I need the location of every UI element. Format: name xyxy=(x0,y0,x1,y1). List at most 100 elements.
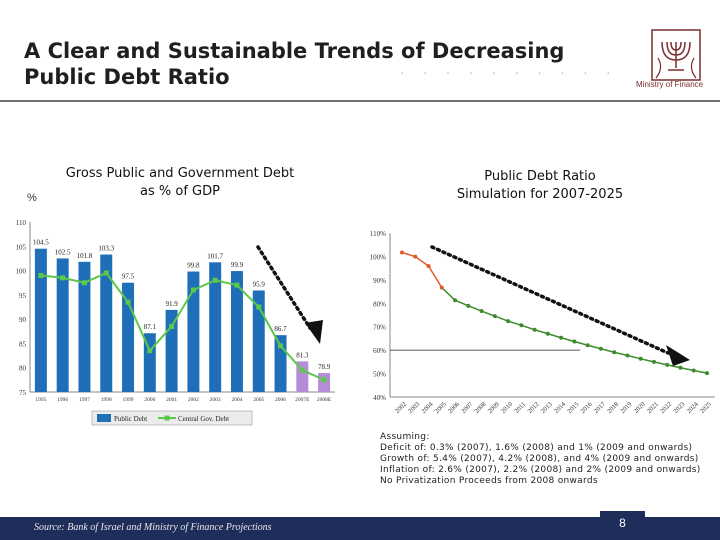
central-debt-point xyxy=(212,277,218,283)
bar-value-label: 87.1 xyxy=(144,323,157,331)
bar-value-label: 97.5 xyxy=(122,273,135,281)
bar xyxy=(100,254,113,392)
bar-value-label: 78.9 xyxy=(318,363,331,371)
x-tick-label: 1996 xyxy=(57,397,68,403)
left-chart-title: Gross Public and Government Debt as % of… xyxy=(30,165,330,201)
trend-arrow-head xyxy=(666,345,690,366)
y-tick-label: 110 xyxy=(16,219,27,227)
bar xyxy=(187,271,200,392)
right-chart-title: Public Debt Ratio Simulation for 2007-20… xyxy=(420,168,660,204)
y-tick-label: 80% xyxy=(373,300,386,308)
x-tick-label: 2003 xyxy=(407,401,421,415)
central-debt-point xyxy=(125,299,131,305)
x-tick-label: 1997 xyxy=(79,397,90,403)
x-tick-label: 2012 xyxy=(526,401,540,415)
legend-central-marker xyxy=(164,415,170,421)
x-tick-label: 2009 xyxy=(487,401,501,415)
bar xyxy=(122,282,135,392)
bar-value-label: 95.9 xyxy=(253,280,266,288)
simulation-point xyxy=(598,346,603,351)
x-tick-label: 2005 xyxy=(434,401,448,415)
x-tick-label: 2025 xyxy=(699,401,713,415)
simulation-point xyxy=(612,350,617,355)
x-tick-label: 2014 xyxy=(553,400,568,415)
bar xyxy=(34,248,47,392)
title-line-2: Public Debt Ratio xyxy=(24,65,230,89)
slide-title: A Clear and Sustainable Trends of Decrea… xyxy=(24,38,624,90)
x-tick-label: 2017 xyxy=(593,400,608,415)
simulation-point xyxy=(466,303,471,308)
y-tick-label: 110% xyxy=(370,230,386,238)
simulation-point xyxy=(413,254,418,259)
assumptions-heading: Assuming: xyxy=(380,432,430,442)
bar-value-label: 91.9 xyxy=(165,300,178,308)
x-tick-label: 2015 xyxy=(566,401,580,415)
simulation-point xyxy=(453,298,458,303)
bar-value-label: 99.9 xyxy=(231,261,244,269)
x-tick-label: 2022 xyxy=(659,401,673,415)
bar-value-label: 102.5 xyxy=(55,248,71,256)
footer-bar xyxy=(0,517,720,540)
simulation-point xyxy=(492,314,497,319)
x-tick-label: 2008E xyxy=(317,397,332,403)
simulation-line-projected xyxy=(441,287,708,374)
legend-central-label: Central Gov. Debt xyxy=(178,415,229,423)
bar xyxy=(296,361,309,392)
trend-arrow-head xyxy=(305,320,323,344)
y-tick-label: 60% xyxy=(373,347,386,355)
assumptions-block: Assuming: Deficit of: 0.3% (2007), 1.6% … xyxy=(380,432,701,487)
x-tick-label: 1999 xyxy=(123,397,134,403)
x-tick-label: 2000 xyxy=(144,397,155,403)
y-tick-label: 75 xyxy=(19,389,27,397)
assumption-line: Inflation of: 2.6% (2007), 2.2% (2008) a… xyxy=(380,465,701,475)
x-tick-label: 2019 xyxy=(619,401,633,415)
simulation-point xyxy=(585,343,590,348)
trend-arrow-line xyxy=(256,245,312,330)
right-chart-title-line-2: Simulation for 2007-2025 xyxy=(456,187,624,202)
simulation-point xyxy=(479,309,484,314)
y-tick-label: 70% xyxy=(373,324,386,332)
y-tick-label: 85 xyxy=(19,340,27,348)
central-debt-line xyxy=(40,271,325,381)
central-debt-point xyxy=(81,280,87,286)
x-tick-label: 2016 xyxy=(580,400,595,415)
x-tick-label: 2007E xyxy=(295,397,310,403)
assumption-line: Growth of: 5.4% (2007), 4.2% (2008), and… xyxy=(380,454,699,464)
legend-public-debt-label: Public Debt xyxy=(114,415,147,423)
x-tick-label: 2013 xyxy=(540,401,554,415)
title-line-1: A Clear and Sustainable Trends of Decrea… xyxy=(24,39,565,63)
debt-bar-chart: 110 105 100 95 90 85 80 75 104.5 1995 102.5 1996 101… xyxy=(16,219,335,426)
trend-arrow-line xyxy=(430,245,670,355)
bar xyxy=(318,373,331,392)
decorative-dots: · · · · · · · · · · xyxy=(400,66,618,82)
debt-simulation-line-chart: 110%100%90%80%70%60%50%40%2002 2003 2004 20… xyxy=(370,230,715,415)
bar xyxy=(252,290,265,392)
simulation-point xyxy=(439,285,444,290)
menorah-emblem-icon xyxy=(651,29,701,81)
assumption-line: Deficit of: 0.3% (2007), 1.6% (2008) and… xyxy=(380,443,693,453)
central-debt-point xyxy=(38,272,44,278)
assumption-line: No Privatization Proceeds from 2008 onwa… xyxy=(380,476,598,486)
bar-value-label: 86.7 xyxy=(274,325,287,333)
bar-value-label: 81.3 xyxy=(296,351,309,359)
x-tick-label: 1995 xyxy=(35,397,46,403)
x-tick-label: 2024 xyxy=(686,400,701,415)
y-tick-label: 80 xyxy=(19,365,27,373)
simulation-point xyxy=(572,339,577,344)
simulation-point xyxy=(705,371,709,376)
x-tick-label: 2004 xyxy=(231,397,242,403)
left-chart-title-line-2: as % of GDP xyxy=(140,184,220,199)
x-tick-label: 2008 xyxy=(473,401,487,415)
y-tick-label: 105 xyxy=(16,243,27,251)
y-tick-label: 100 xyxy=(16,268,27,276)
bar-value-label: 103.3 xyxy=(98,245,114,253)
header-divider xyxy=(0,100,720,102)
legend-public-debt-swatch xyxy=(97,414,111,422)
bar-value-label: 104.5 xyxy=(33,239,49,247)
page-number: 8 xyxy=(600,511,645,536)
simulation-point xyxy=(545,331,550,336)
x-tick-label: 2006 xyxy=(447,400,462,415)
bar-value-label: 99.8 xyxy=(187,262,200,270)
central-debt-point xyxy=(299,367,305,373)
central-debt-point xyxy=(60,275,66,281)
